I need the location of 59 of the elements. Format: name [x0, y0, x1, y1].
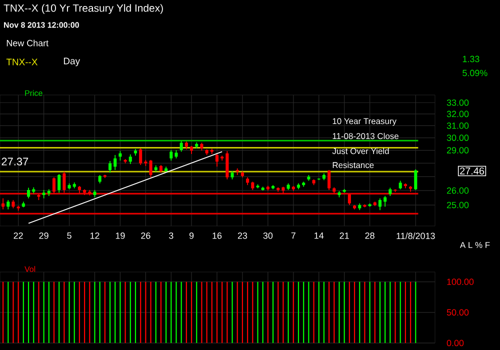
y-tick-label: 26.00 [446, 187, 469, 194]
x-tick-label: 5 [67, 232, 72, 239]
x-tick-label: 11/8/2013 [396, 232, 435, 240]
x-tick-label: 12 [90, 232, 100, 239]
ref-line-label: 27.37 [2, 158, 28, 166]
candlestick [26, 187, 30, 199]
text: Day [64, 58, 80, 66]
y-tick-label: 31.00 [446, 122, 469, 129]
candlestick [2, 198, 5, 210]
y-tick-label: 32.00 [446, 110, 469, 118]
candlestick [149, 160, 152, 178]
annotation: Resistance [332, 162, 374, 168]
candlestick [215, 152, 219, 168]
x-tick-label: 9 [189, 232, 194, 239]
x-tick-label: 28 [365, 232, 374, 239]
candlestick [128, 154, 132, 164]
candlestick [328, 170, 331, 190]
candlestick [170, 150, 173, 162]
candlestick [52, 176, 56, 194]
annotation: 10 Year Treasury [332, 118, 397, 126]
x-tick-label: 21 [340, 232, 349, 239]
x-tick-label: 16 [212, 232, 222, 239]
chart-title: TNX--X (10 Yr Treasury Yld Index) [4, 4, 163, 14]
x-tick-label: 22 [14, 232, 23, 239]
candlestick [114, 154, 117, 170]
x-tick-label: 14 [314, 232, 324, 239]
y-tick-label: 50.00 [446, 309, 469, 316]
candlestick [226, 150, 229, 180]
candlestick [139, 148, 142, 166]
y-tick-label: 25.00 [446, 202, 469, 208]
x-tick-label: 30 [263, 232, 273, 239]
annotation: 11-08-2013 Close [332, 132, 398, 140]
candlestick [62, 171, 66, 194]
x-tick-label: 23 [238, 232, 248, 239]
candlestick [414, 168, 418, 190]
text: 1.33 [462, 56, 480, 62]
text: 5.09% [462, 70, 488, 76]
candlestick [348, 194, 351, 206]
y-tick-label: 0.00 [446, 340, 464, 346]
text: TNX--X [6, 58, 38, 66]
y-tick-label: 30.00 [446, 134, 469, 141]
candlestick [180, 140, 183, 152]
annotation: Just Over Yield [332, 148, 389, 154]
y-tick-label: 100.00 [447, 278, 474, 285]
text: 27.46 [460, 167, 484, 175]
x-tick-label: 29 [39, 232, 48, 239]
text: A L % F [460, 242, 490, 248]
x-tick-label: 7 [291, 232, 296, 239]
x-tick-label: 19 [116, 232, 125, 239]
candlestick [384, 196, 387, 208]
text: New Chart [6, 40, 48, 46]
y-tick-label: 33.00 [446, 99, 469, 106]
candlestick [108, 160, 112, 174]
candlestick [6, 200, 10, 210]
x-tick-label: 26 [141, 232, 150, 239]
x-tick-label: 3 [169, 232, 174, 239]
y-tick-label: 29.00 [446, 147, 469, 154]
candlestick [58, 174, 61, 194]
candlestick [378, 198, 382, 211]
